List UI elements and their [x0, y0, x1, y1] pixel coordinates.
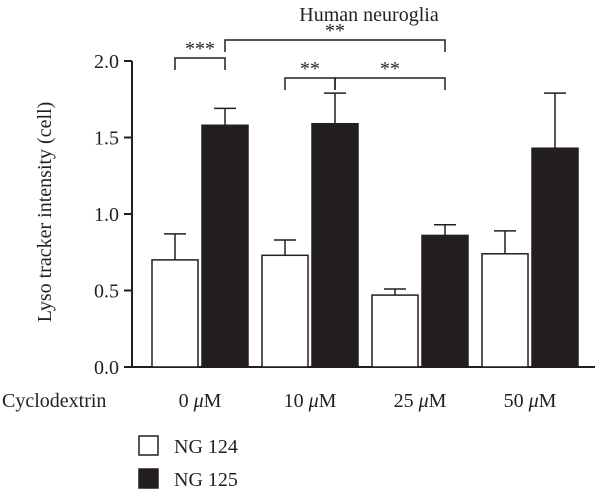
bar — [261, 254, 309, 368]
legend-swatch — [138, 468, 159, 489]
y-tick-label: 1.0 — [94, 204, 119, 226]
bar — [531, 147, 579, 368]
legend: NG 124 NG 125 — [138, 435, 238, 491]
legend-label: NG 124 — [174, 436, 238, 458]
significance-label: *** — [185, 38, 215, 60]
y-tick-label: 2.0 — [94, 51, 119, 73]
y-tick-label: 0.0 — [94, 357, 119, 379]
x-tick-label: 50 μM — [504, 390, 557, 412]
y-tick-label: 0.5 — [94, 281, 119, 303]
legend-swatch — [138, 435, 159, 456]
x-tick-label: 25 μM — [394, 390, 447, 412]
bar — [151, 259, 199, 368]
x-group-label: Cyclodextrin — [2, 390, 106, 412]
significance-bracket — [224, 39, 446, 52]
x-tick-label: 0 μM — [179, 390, 222, 412]
significance-label: ** — [300, 58, 320, 80]
bar — [201, 124, 249, 368]
y-axis-label: Lyso tracker intensity (cell) — [34, 102, 56, 322]
significance-bracket — [174, 57, 226, 70]
legend-label: NG 125 — [174, 469, 238, 491]
bar — [481, 253, 529, 368]
bar — [371, 294, 419, 368]
y-tick-label: 1.5 — [94, 128, 119, 150]
chart-title: Human neuroglia — [299, 4, 439, 26]
x-tick-label: 10 μM — [284, 390, 337, 412]
significance-label: ** — [325, 20, 345, 42]
significance-bracket — [334, 77, 446, 90]
significance-label: ** — [380, 58, 400, 80]
bars: 0 μM 10 μM 25 μM 50 μM — [151, 92, 579, 412]
bar — [311, 122, 359, 368]
significance-brackets: ******* ** — [174, 20, 446, 90]
bar — [421, 234, 469, 368]
